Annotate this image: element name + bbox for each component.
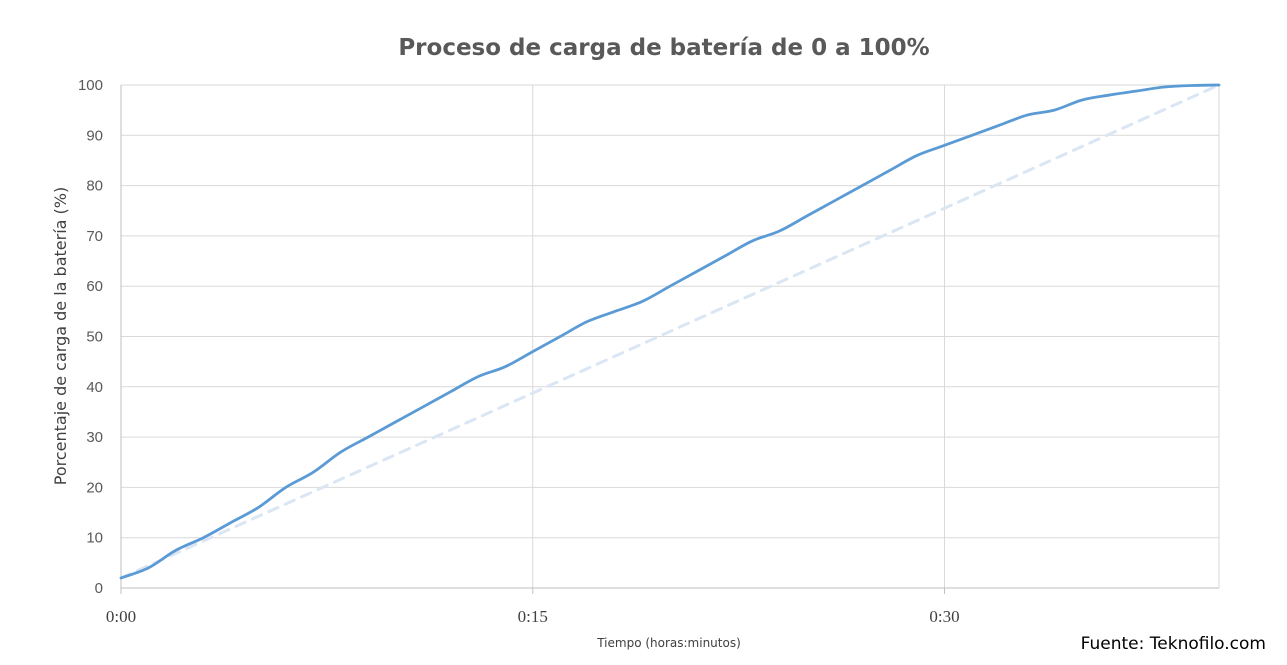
y-tick-label: 100 <box>78 77 103 94</box>
series-group <box>119 83 1221 580</box>
x-tick-label: 0:30 <box>929 607 959 626</box>
source-note: Fuente: Teknofilo.com <box>1081 634 1266 654</box>
y-tick-label: 60 <box>86 278 103 295</box>
y-tick-label: 0 <box>95 580 103 597</box>
x-axis-label: Tiempo (horas:minutos) <box>596 636 741 650</box>
y-axis-label: Porcentaje de carga de la batería (%) <box>51 187 70 485</box>
y-tick-labels: 0 10 20 30 40 50 60 70 80 90 100 <box>78 77 103 597</box>
battery-charge-line <box>119 83 1221 580</box>
y-tick-label: 70 <box>86 228 103 245</box>
x-tick-labels: 0:00 0:15 0:30 <box>106 607 960 626</box>
linear-reference-line <box>119 83 1221 580</box>
y-tick-label: 10 <box>86 530 103 547</box>
grid <box>121 84 1220 588</box>
axes <box>120 85 1219 594</box>
x-tick-label: 0:15 <box>518 607 548 626</box>
y-tick-label: 40 <box>86 379 103 396</box>
y-tick-label: 50 <box>86 329 103 346</box>
x-tick-label: 0:00 <box>106 607 136 626</box>
y-tick-label: 90 <box>86 127 103 144</box>
y-tick-label: 80 <box>86 178 103 195</box>
y-tick-label: 20 <box>86 479 103 496</box>
chart-title: Proceso de carga de batería de 0 a 100% <box>398 35 929 61</box>
y-tick-label: 30 <box>86 429 103 446</box>
